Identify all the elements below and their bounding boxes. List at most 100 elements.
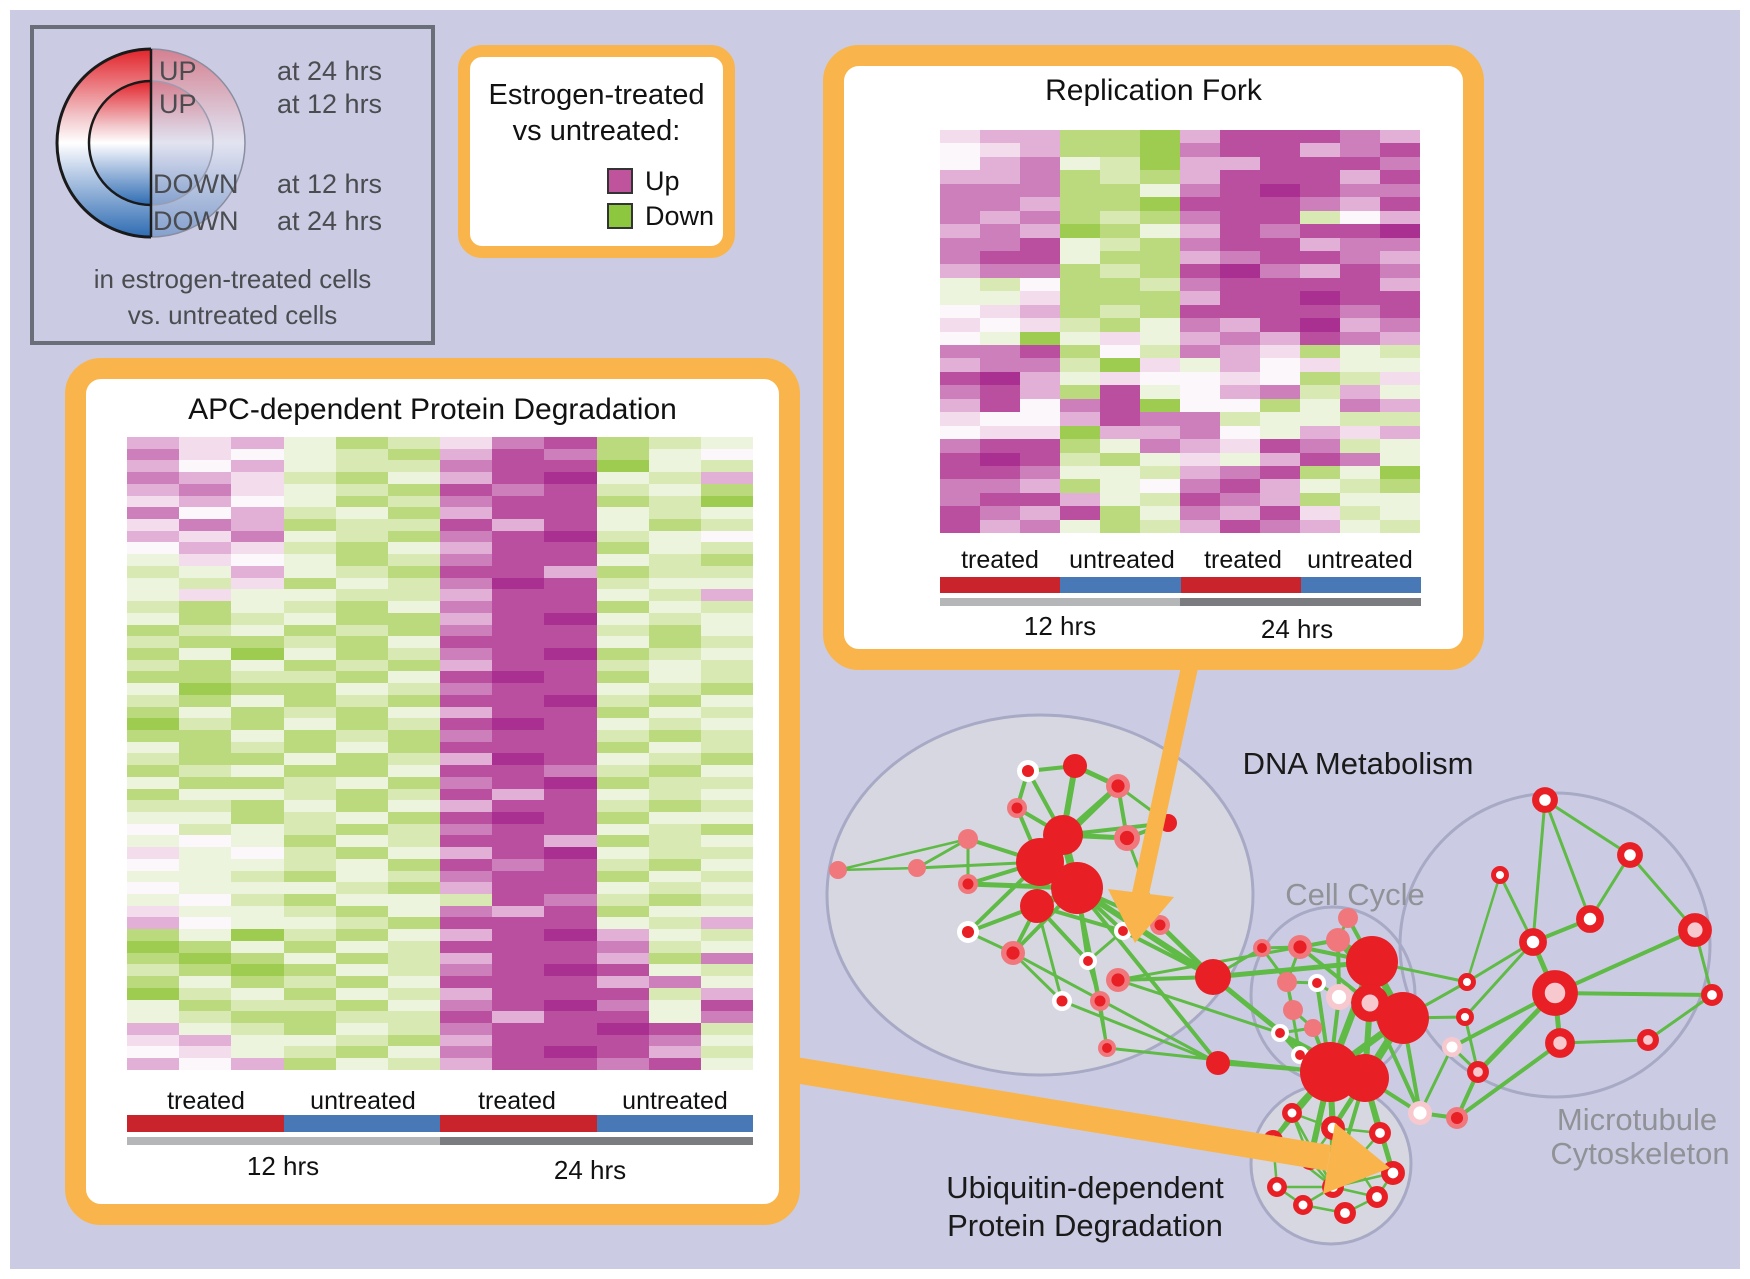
heatmap-cell bbox=[179, 753, 232, 766]
heatmap-cell bbox=[283, 776, 336, 789]
heatmap-cell bbox=[1060, 452, 1100, 466]
heatmap-cell bbox=[1100, 156, 1140, 171]
heatmap-cell bbox=[1220, 479, 1260, 493]
heatmap-cell bbox=[1340, 250, 1380, 265]
apc-group-label-3: treated bbox=[478, 1087, 556, 1115]
heatmap-cell bbox=[440, 472, 493, 484]
heatmap-cell bbox=[387, 530, 441, 543]
heatmap-cell bbox=[179, 1034, 232, 1047]
heatmap-cell bbox=[387, 659, 441, 672]
heatmap-cell bbox=[492, 870, 545, 883]
heatmap-row bbox=[127, 929, 754, 941]
heatmap-cell bbox=[700, 905, 754, 918]
heatmap-cell bbox=[980, 143, 1020, 157]
heatmap-cell bbox=[1100, 439, 1140, 453]
heatmap-cell bbox=[544, 940, 597, 953]
heatmap-cell bbox=[127, 659, 180, 672]
heatmap-cell bbox=[283, 952, 336, 965]
heatmap-cell bbox=[492, 788, 545, 801]
heatmap-cell bbox=[335, 507, 388, 520]
heatmap-row bbox=[940, 385, 1420, 399]
heatmap-cell bbox=[1140, 519, 1180, 534]
heatmap-cell bbox=[492, 729, 545, 742]
heatmap-cell bbox=[387, 706, 441, 719]
heatmap-cell bbox=[1300, 183, 1340, 198]
heatmap-cell bbox=[596, 894, 649, 906]
heatmap-cell bbox=[1060, 519, 1100, 534]
heatmap-cell bbox=[1340, 130, 1380, 144]
heatmap-cell bbox=[940, 237, 980, 251]
heatmap-cell bbox=[492, 601, 545, 613]
heatmap-row bbox=[127, 753, 754, 766]
heatmap-cell bbox=[980, 492, 1020, 507]
heatmap-cell bbox=[1100, 519, 1140, 534]
heatmap-cell bbox=[1300, 304, 1340, 319]
heatmap-cell bbox=[648, 952, 701, 965]
heatmap-cell bbox=[940, 304, 980, 319]
heatmap-cell bbox=[596, 741, 649, 754]
heatmap-cell bbox=[596, 870, 649, 883]
heatmap-cell bbox=[335, 1011, 388, 1023]
heatmap-row bbox=[940, 398, 1420, 413]
heatmap-cell bbox=[231, 976, 284, 988]
heatmap-cell bbox=[283, 729, 336, 742]
heatmap-cell bbox=[980, 224, 1020, 238]
heatmap-cell bbox=[700, 624, 754, 637]
heatmap-cell bbox=[231, 800, 284, 812]
heatmap-cell bbox=[1100, 291, 1140, 305]
heatmap-cell bbox=[544, 882, 597, 895]
heatmap-cell bbox=[544, 683, 597, 695]
heatmap-cell bbox=[335, 964, 388, 977]
heatmap-cell bbox=[1100, 385, 1140, 399]
heatmap-row bbox=[127, 554, 754, 566]
heatmap-cell bbox=[1220, 358, 1260, 372]
replication-fork-heatmap bbox=[940, 130, 1420, 534]
heatmap-cell bbox=[283, 753, 336, 766]
heatmap-cell bbox=[1060, 479, 1100, 493]
heatmap-cell bbox=[1100, 506, 1140, 520]
heatmap-cell bbox=[1380, 412, 1420, 426]
apc-24hrs-label: 24 hrs bbox=[553, 1155, 627, 1185]
heatmap-cell bbox=[1060, 237, 1100, 251]
heatmap-cell bbox=[283, 554, 336, 566]
heatmap-cell bbox=[283, 812, 336, 824]
heatmap-row bbox=[127, 940, 754, 953]
heatmap-cell bbox=[387, 542, 441, 555]
heatmap-cell bbox=[544, 1058, 597, 1070]
heatmap-cell bbox=[1260, 156, 1300, 171]
heatmap-cell bbox=[940, 210, 980, 225]
heatmap-cell bbox=[648, 495, 701, 508]
heatmap-cell bbox=[596, 647, 649, 660]
heatmap-cell bbox=[1380, 385, 1420, 399]
heatmap-cell bbox=[179, 601, 232, 613]
heatmap-cell bbox=[335, 577, 388, 590]
heatmap-cell bbox=[700, 1058, 754, 1070]
heatmap-cell bbox=[179, 870, 232, 883]
heatmap-cell bbox=[700, 636, 754, 648]
heatmap-cell bbox=[387, 1058, 441, 1070]
heatmap-cell bbox=[1380, 479, 1420, 493]
heatmap-cell bbox=[387, 847, 441, 859]
heatmap-cell bbox=[440, 788, 493, 801]
heatmap-cell bbox=[179, 894, 232, 906]
heatmap-cell bbox=[1020, 277, 1060, 292]
heatmap-cell bbox=[544, 636, 597, 648]
heatmap-cell bbox=[1020, 398, 1060, 413]
heatmap-cell bbox=[440, 507, 493, 520]
heatmap-cell bbox=[387, 636, 441, 648]
heatmap-cell bbox=[1180, 439, 1220, 453]
heatmap-cell bbox=[940, 492, 980, 507]
heatmap-cell bbox=[492, 472, 545, 484]
heatmap-cell bbox=[1020, 143, 1060, 157]
heatmap-cell bbox=[940, 465, 980, 480]
heatmap-cell bbox=[387, 472, 441, 484]
heatmap-cell bbox=[940, 183, 980, 198]
heatmap-cell bbox=[1260, 519, 1300, 534]
apc-group-label-1: treated bbox=[167, 1087, 245, 1115]
heatmap-cell bbox=[283, 472, 336, 484]
heatmap-cell bbox=[231, 1058, 284, 1070]
heatmap-cell bbox=[980, 331, 1020, 345]
heatmap-cell bbox=[980, 398, 1020, 413]
heatmap-cell bbox=[1380, 237, 1420, 251]
heatmap-cell bbox=[1140, 304, 1180, 319]
